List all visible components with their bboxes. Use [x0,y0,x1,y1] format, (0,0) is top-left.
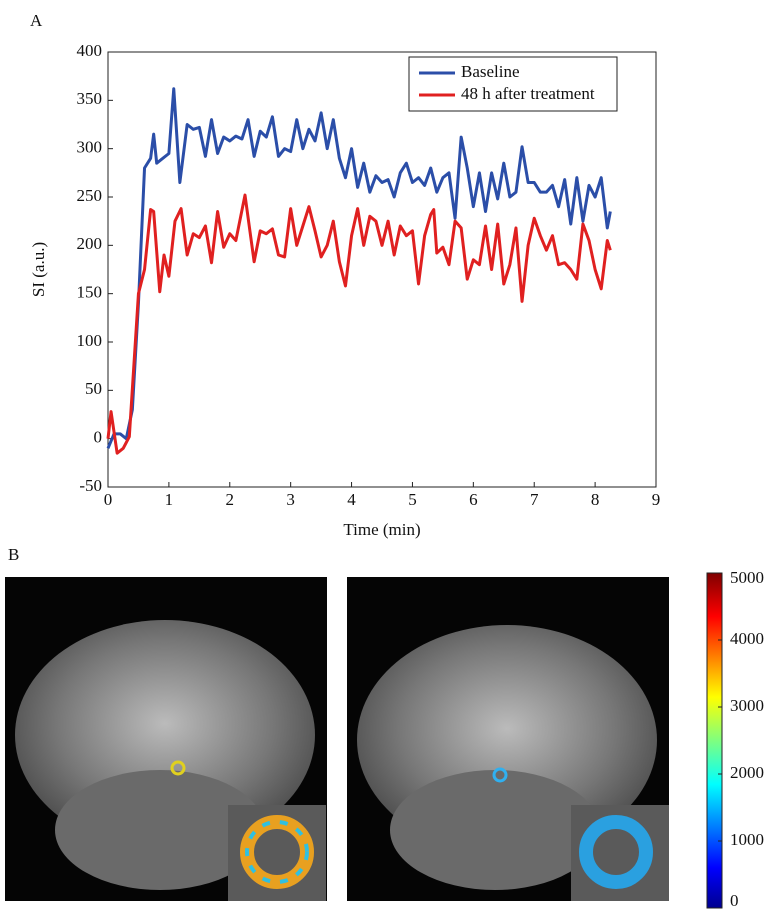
colorbar-tick-label: 2000 [730,763,764,782]
colorbar-tick-label: 4000 [730,629,764,648]
y-tick-label: 300 [77,138,103,157]
x-tick-label: 5 [408,490,417,509]
colorbar-tick-label: 0 [730,891,739,910]
colorbar-tick-label: 1000 [730,830,764,849]
y-tick-label: 350 [77,89,103,108]
x-tick-label: 9 [652,490,661,509]
colorbar-tick-label: 5000 [730,568,764,587]
x-axis-label: Time (min) [343,520,420,539]
x-tick-label: 3 [286,490,295,509]
plot-frame [107,51,657,488]
series-line [106,87,612,449]
y-tick-label: 50 [85,379,102,398]
panel-label: B [8,545,19,564]
y-tick-label: -50 [79,476,102,495]
legend [408,56,618,112]
y-axis-label: SI (a.u.) [29,242,48,297]
y-tick-label: 0 [94,428,103,447]
x-tick-label: 2 [226,490,235,509]
y-tick-label: 100 [77,331,103,350]
x-tick-label: 6 [469,490,478,509]
y-tick-label: 250 [77,186,103,205]
legend-label: Baseline [461,62,520,81]
colorbar [706,572,723,909]
x-tick-label: 8 [591,490,600,509]
mri-left [5,577,327,901]
x-tick-label: 4 [347,490,356,509]
mri-right [347,577,669,901]
panel-label: A [30,11,43,30]
x-tick-label: 7 [530,490,539,509]
colorbar-tick-label: 3000 [730,696,764,715]
y-tick-label: 150 [77,283,103,302]
x-tick-label: 1 [165,490,174,509]
x-tick-label: 0 [104,490,113,509]
y-tick-label: 200 [77,234,103,253]
legend-label: 48 h after treatment [461,84,595,103]
y-tick-label: 400 [77,41,103,60]
series-line [106,193,612,455]
